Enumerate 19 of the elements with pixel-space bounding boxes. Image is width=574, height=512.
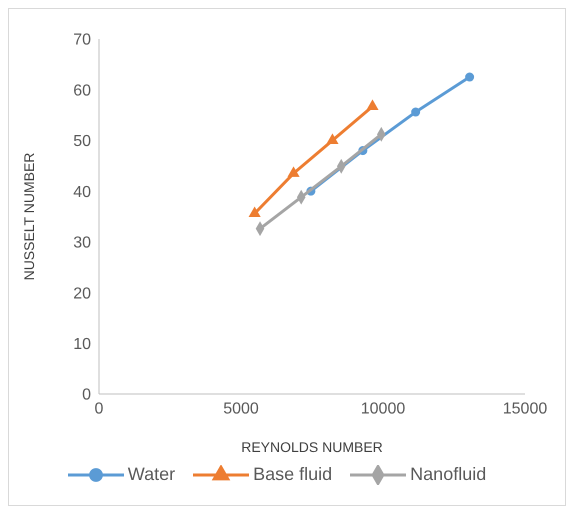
y-tick-label: 70	[73, 32, 92, 49]
point	[465, 72, 474, 82]
x-tick-label: 5000	[223, 400, 259, 418]
legend-label: Water	[126, 464, 176, 485]
y-axis-title: NUSSELT NUMBER	[20, 152, 37, 280]
y-tick-label: 20	[73, 285, 92, 302]
y-tick-label: 40	[73, 184, 92, 201]
y-tick-label: 30	[73, 234, 92, 252]
point	[411, 108, 420, 117]
y-tick-label: 10	[73, 336, 92, 353]
legend-label: Base fluid	[252, 464, 332, 485]
x-tick-label: 15000	[502, 400, 548, 418]
y-tick-label: 60	[73, 82, 92, 100]
x-axis-title: REYNOLDS NUMBER	[241, 439, 383, 455]
x-tick-label: 0	[94, 400, 104, 418]
legend-label: Nanofluid	[409, 464, 486, 485]
y-tick-label: 0	[82, 386, 92, 404]
x-tick-label: 10000	[360, 400, 406, 418]
y-tick-label: 50	[73, 133, 92, 150]
